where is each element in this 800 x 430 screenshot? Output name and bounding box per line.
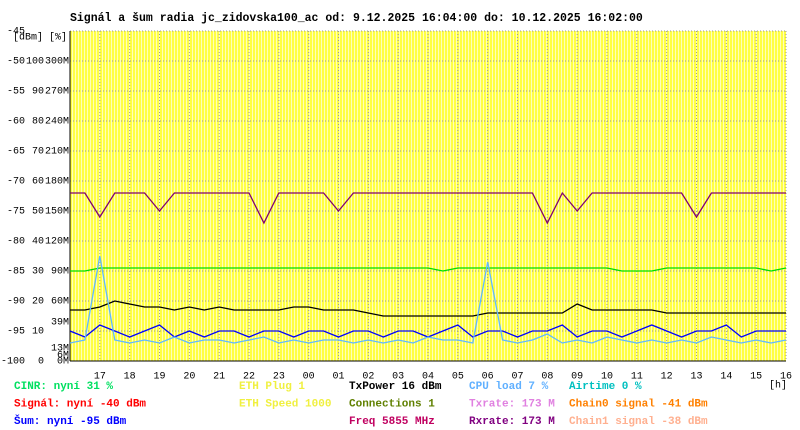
labels: -100-95-90-85-80-75-70-65-60-55-50-45010… (1, 27, 792, 428)
x-tick-label: 21 (213, 372, 225, 383)
y3-tick-label: 270M (45, 87, 69, 98)
y-tick-label: -55 (7, 87, 25, 98)
x-tick-label: 16 (780, 372, 792, 383)
y-tick-label: -80 (7, 237, 25, 248)
legend-entry: Rxrate: 173 M (469, 416, 555, 428)
y-axis-unit: [dBm] (13, 32, 43, 44)
series-line (70, 267, 786, 272)
y-tick-label: -65 (7, 147, 25, 158)
legend-entry: Txrate: 173 M (469, 398, 555, 410)
y2-tick-label: 30 (32, 267, 44, 278)
x-tick-label: 02 (362, 372, 374, 383)
x-tick-label: 04 (422, 372, 434, 383)
y3-marker-label: 39M (51, 318, 69, 329)
x-tick-label: 09 (571, 372, 583, 383)
y-tick-label: -85 (7, 267, 25, 278)
y2-tick-label: 40 (32, 237, 44, 248)
y-tick-label: -50 (7, 57, 25, 68)
y3-tick-label: 300M (45, 57, 69, 68)
x-tick-label: 08 (541, 372, 553, 383)
y3-marker-label: 13M (51, 344, 69, 355)
y3-marker-label: 6M (57, 351, 69, 362)
y3-tick-label: 60M (51, 297, 69, 308)
series-line (70, 255, 786, 344)
y3-tick-label: 120M (45, 237, 69, 248)
y2-tick-label: 10 (32, 327, 44, 338)
y2-tick-label: 100 (26, 57, 44, 68)
legend-entry: Airtime 0 % (569, 381, 642, 393)
y-tick-label: -70 (7, 177, 25, 188)
y2-tick-label: 0 (38, 357, 44, 368)
x-tick-label: 01 (332, 372, 344, 383)
legend-entry: Chain0 signal -41 dBm (569, 398, 708, 410)
y2-axis-unit: [%] (49, 32, 67, 44)
y-tick-label: -75 (7, 207, 25, 218)
series-lines (70, 191, 786, 344)
x-tick-label: 06 (482, 372, 494, 383)
series-line (70, 300, 786, 317)
legend-entry: CPU load 7 % (469, 381, 549, 393)
y3-tick-label: 240M (45, 117, 69, 128)
y-tick-label: -95 (7, 327, 25, 338)
y2-tick-label: 60 (32, 177, 44, 188)
legend-entry: Signál: nyní -40 dBm (14, 398, 146, 410)
legend-entry: TxPower 16 dBm (349, 381, 442, 393)
x-tick-label: 20 (183, 372, 195, 383)
y2-tick-label: 90 (32, 87, 44, 98)
legend-entry: ETH Plug 1 (239, 381, 305, 393)
chart-title: Signál a šum radia jc_zidovska100_ac od:… (70, 12, 643, 25)
x-tick-label: 22 (243, 372, 255, 383)
y-tick-label: -100 (1, 357, 25, 368)
y-tick-label: -90 (7, 297, 25, 308)
x-tick-label: 18 (124, 372, 136, 383)
y3-tick-label: 210M (45, 147, 69, 158)
x-tick-label: 15 (750, 372, 762, 383)
x-tick-label: 13 (690, 372, 702, 383)
legend-entry: Chain1 signal -38 dBm (569, 416, 708, 428)
x-tick-label: 11 (631, 372, 643, 383)
legend-entry: Connections 1 (349, 398, 435, 410)
y3-tick-label: 180M (45, 177, 69, 188)
x-tick-label: 17 (94, 372, 106, 383)
x-tick-label: 03 (392, 372, 404, 383)
legend-entry: Freq 5855 MHz (349, 416, 435, 428)
legend-entry: CINR: nyní 31 % (14, 381, 113, 393)
legend-entry: ETH Speed 1000 (239, 398, 331, 410)
x-tick-label: 23 (273, 372, 285, 383)
y3-tick-label: 90M (51, 267, 69, 278)
legend-entry: Šum: nyní -95 dBm (14, 414, 127, 428)
y3-tick-label: 0M (57, 357, 69, 368)
x-axis-label: [h] (769, 380, 787, 392)
y-tick-label: -60 (7, 117, 25, 128)
y2-tick-label: 80 (32, 117, 44, 128)
x-tick-label: 10 (601, 372, 613, 383)
x-tick-label: 14 (720, 372, 732, 383)
x-tick-label: 19 (153, 372, 165, 383)
x-tick-label: 07 (511, 372, 523, 383)
grid (69, 30, 787, 362)
series-line (70, 191, 786, 225)
y3-tick-label: 150M (45, 207, 69, 218)
y2-tick-label: 20 (32, 297, 44, 308)
x-tick-label: 00 (303, 372, 315, 383)
y2-tick-label: 70 (32, 147, 44, 158)
y2-tick-label: 50 (32, 207, 44, 218)
y-tick-label: -45 (7, 27, 25, 38)
x-tick-label: 12 (661, 372, 673, 383)
x-tick-label: 05 (452, 372, 464, 383)
